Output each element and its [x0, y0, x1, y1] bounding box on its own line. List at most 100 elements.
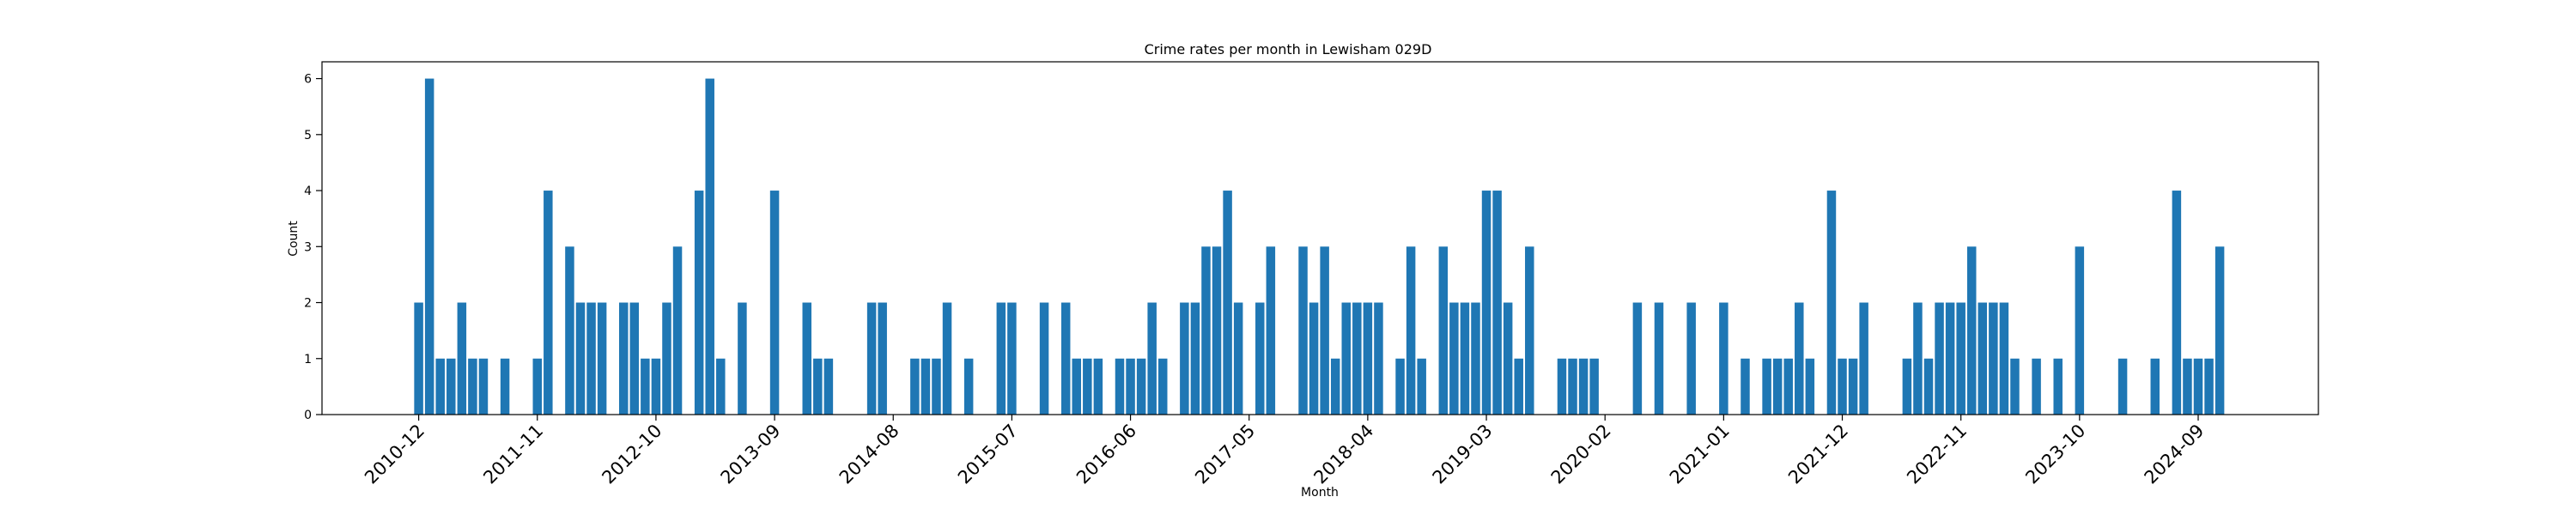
bar-2023-08 — [2053, 358, 2063, 415]
bar-2022-08 — [1923, 358, 1934, 415]
bar-2016-06 — [1126, 358, 1135, 415]
y-tick-label-6: 6 — [304, 73, 312, 87]
bar-2017-02 — [1212, 246, 1222, 415]
bar-2019-11 — [1568, 358, 1577, 415]
x-tick-label-2010-12: 2010-12 — [361, 421, 428, 488]
bar-2014-07 — [878, 302, 887, 415]
bar-2014-10 — [910, 358, 920, 415]
bar-2021-06 — [1772, 358, 1783, 415]
x-tick-label-2011-11: 2011-11 — [479, 421, 547, 488]
bar-2017-03 — [1223, 191, 1232, 415]
x-tick-label-2017-05: 2017-05 — [1191, 421, 1259, 488]
bar-2012-02 — [565, 246, 574, 415]
bar-2016-07 — [1136, 358, 1146, 415]
bar-2018-11 — [1438, 246, 1449, 415]
bar-2011-06 — [478, 358, 489, 415]
x-tick-label-2024-09: 2024-09 — [2141, 421, 2208, 488]
bar-2021-03 — [1741, 358, 1750, 415]
bar-2013-09 — [769, 191, 780, 415]
bar-2022-11 — [1956, 302, 1965, 415]
bar-2024-05 — [2150, 358, 2160, 415]
bar-2014-01 — [813, 358, 823, 415]
x-tick-label-2020-02: 2020-02 — [1547, 421, 1615, 488]
bar-2022-06 — [1902, 358, 1912, 415]
bar-2022-07 — [1913, 302, 1923, 415]
bar-2015-07 — [1007, 302, 1017, 415]
bar-2020-07 — [1654, 302, 1664, 415]
bar-2011-11 — [532, 358, 543, 415]
bar-2019-02 — [1471, 302, 1480, 415]
bar-2011-02 — [435, 358, 445, 415]
x-tick-label-2016-06: 2016-06 — [1072, 421, 1140, 488]
bar-2013-03 — [705, 78, 714, 415]
x-tick-label-2021-01: 2021-01 — [1666, 421, 1734, 488]
x-tick-label-2018-04: 2018-04 — [1309, 421, 1377, 488]
bar-2011-08 — [500, 358, 510, 415]
bar-2011-12 — [544, 191, 553, 415]
bar-2018-12 — [1449, 302, 1459, 415]
bar-2013-04 — [716, 358, 726, 415]
bar-2013-06 — [738, 302, 747, 415]
bar-2012-03 — [575, 302, 586, 415]
bar-2012-12 — [672, 246, 683, 415]
bar-2016-01 — [1072, 358, 1082, 415]
bar-2017-07 — [1266, 246, 1276, 415]
bar-2021-01 — [1719, 302, 1728, 415]
y-axis: 0 1 2 3 4 5 6 — [304, 73, 322, 422]
x-tick-label-2013-09: 2013-09 — [717, 421, 785, 488]
bar-2023-10 — [2075, 246, 2085, 415]
bar-2024-10 — [2204, 358, 2214, 415]
bar-2019-06 — [1514, 358, 1523, 415]
x-tick-label-2014-08: 2014-08 — [835, 421, 903, 488]
y-tick-label-0: 0 — [304, 409, 312, 422]
bar-2015-01 — [942, 302, 952, 415]
bar-2018-09 — [1417, 358, 1426, 415]
bar-2014-06 — [866, 302, 877, 415]
bar-2020-01 — [1589, 358, 1599, 415]
bar-2018-08 — [1406, 246, 1416, 415]
bar-2021-07 — [1783, 358, 1793, 415]
x-axis-label: Month — [1301, 486, 1339, 500]
x-tick-label-2021-12: 2021-12 — [1784, 421, 1852, 488]
bar-2024-09 — [2193, 358, 2203, 415]
bar-2013-02 — [694, 191, 704, 415]
bar-2015-03 — [963, 358, 974, 415]
bar-2014-12 — [932, 358, 941, 415]
bar-2017-04 — [1233, 302, 1243, 415]
bar-2012-11 — [662, 302, 671, 415]
bar-2019-03 — [1481, 191, 1492, 415]
bar-2019-07 — [1525, 246, 1534, 415]
bar-2017-12 — [1320, 246, 1329, 415]
bar-2015-06 — [996, 302, 1006, 415]
bar-2022-12 — [1966, 246, 1977, 415]
bar-2011-05 — [468, 358, 477, 415]
bar-2023-04 — [2010, 358, 2020, 415]
bar-2023-03 — [1999, 302, 2009, 415]
bar-2019-05 — [1503, 302, 1513, 415]
bar-2019-04 — [1492, 191, 1502, 415]
bar-2021-12 — [1838, 358, 1847, 415]
bar-2017-10 — [1298, 246, 1308, 415]
bar-2024-07 — [2172, 191, 2182, 415]
bar-2023-06 — [2032, 358, 2041, 415]
bar-2011-03 — [447, 358, 456, 415]
bar-2018-04 — [1363, 302, 1373, 415]
bar-2014-11 — [920, 358, 931, 415]
bar-2011-04 — [457, 302, 467, 415]
bar-2016-09 — [1157, 358, 1168, 415]
bar-2018-03 — [1352, 302, 1362, 415]
bar-2021-11 — [1826, 191, 1837, 415]
x-axis: 2010-12 2011-11 2012-10 2013-09 2014-08 2015-… — [361, 415, 2208, 488]
bar-2024-08 — [2183, 358, 2192, 415]
y-tick-label-1: 1 — [304, 353, 312, 367]
y-axis-label: Count — [287, 221, 301, 257]
x-tick-label-2023-10: 2023-10 — [2021, 421, 2089, 488]
chart-title: Crime rates per month in Lewisham 029D — [1145, 41, 1432, 58]
bar-2017-11 — [1309, 302, 1319, 415]
bar-2024-02 — [2117, 358, 2128, 415]
bar-2023-02 — [1989, 302, 1998, 415]
bar-2012-05 — [597, 302, 607, 415]
bar-2016-08 — [1147, 302, 1157, 415]
bar-2022-10 — [1945, 302, 1955, 415]
